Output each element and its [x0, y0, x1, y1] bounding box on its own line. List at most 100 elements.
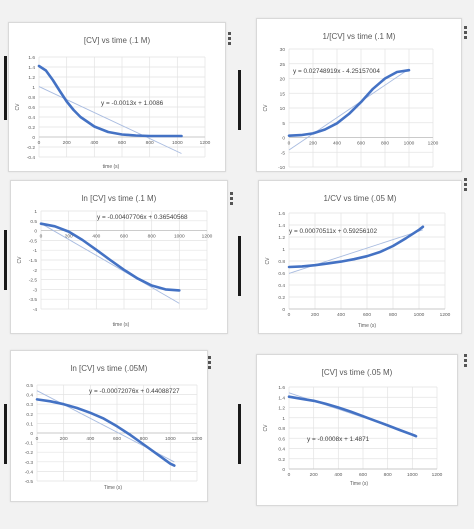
x-tick-label: 200 [60, 436, 68, 442]
trendline-equation: y = -0.0008x + 1.4871 [307, 436, 370, 443]
chart-panel-1[interactable]: [CV] vs time (.1 M) 1.6 1.4 1.2 1 0.8 0.6 0.4 0.… [8, 22, 226, 172]
trendline [288, 68, 410, 151]
y-tick-label: -5 [281, 150, 286, 156]
chart-svg-4: 1/CV vs time (.05 M) 1.6 1.4 1.2 1 0.8 0.6 0.4 0… [265, 194, 451, 329]
x-tick-label: 1200 [432, 472, 443, 478]
chart-title: ln [CV] vs time (.05M) [71, 364, 148, 373]
x-tick-label: 200 [310, 472, 318, 478]
x-tick-label: 600 [120, 234, 128, 240]
y-tick-label: 10 [280, 106, 286, 112]
chart-handle-dots[interactable] [230, 190, 238, 207]
y-tick-label: -1.5 [29, 258, 38, 264]
chart-panel-3[interactable]: ln [CV] vs time (.1 M) 1 0.5 0 -0.5 -1 -1.5 -2-… [10, 180, 228, 334]
y-axis-label: CV [17, 256, 23, 264]
chart-panel-2[interactable]: 1/[CV] vs time (.1 M) 30 25 20 15 10 5 0 -5 -10 0 2… [256, 18, 462, 172]
chart-handle-dots[interactable] [464, 176, 472, 193]
y-tick-label: 0.8 [278, 259, 285, 265]
x-tick-label: 1000 [174, 234, 185, 240]
y-tick-label: -0.4 [25, 469, 34, 475]
x-tick-label: 0 [38, 140, 41, 146]
y-tick-label: 1.6 [278, 385, 285, 391]
y-tick-label: -2 [33, 268, 38, 274]
x-tick-label: 600 [359, 472, 367, 478]
y-tick-label: 0.4 [278, 283, 285, 289]
x-tick-label: 0 [288, 141, 291, 147]
data-series-line [39, 222, 181, 292]
chart-handle-dots[interactable] [464, 352, 472, 369]
y-tick-label: 0 [282, 136, 285, 142]
chart-svg-5: ln [CV] vs time (.05M)0.50.40.30.20.10-0… [25, 364, 203, 491]
y-tick-label: 1.4 [278, 223, 285, 229]
chart-svg-3: ln [CV] vs time (.1 M)10.50-0.5-1-1.5-2-… [17, 194, 213, 328]
chart-title: [CV] vs time (.1 M) [84, 36, 151, 45]
x-tick-label: 600 [357, 141, 365, 147]
y-tick-label: -3 [33, 287, 38, 293]
y-tick-label: 0 [30, 431, 33, 437]
x-tick-label: 800 [384, 472, 392, 478]
trendline-equation: y = 0.02748919x - 4.25157004 [293, 68, 380, 75]
chart-handle-dots[interactable] [208, 354, 216, 371]
y-tick-label: 0.2 [26, 412, 33, 418]
y-tick-label: 0.6 [28, 105, 35, 111]
chart-handle-dots[interactable] [464, 24, 472, 41]
trendline [40, 223, 180, 304]
left-edge-bar [4, 230, 7, 290]
data-series-line [287, 68, 411, 137]
chart-panel-4[interactable]: 1/CV vs time (.05 M) 1.6 1.4 1.2 1 0.8 0.6 0.4 0… [258, 180, 462, 334]
data-series-line [287, 395, 418, 438]
x-axis-label: time (s) [103, 164, 120, 170]
x-tick-label: 600 [118, 140, 126, 146]
x-tick-label: 600 [363, 312, 371, 318]
y-tick-label: -0.2 [27, 145, 36, 151]
chart-handle-dots[interactable] [228, 30, 236, 47]
data-series-line [35, 398, 176, 467]
trendline [38, 86, 182, 154]
x-tick-label: 1000 [165, 436, 176, 442]
y-tick-label: -10 [278, 165, 285, 171]
y-tick-label: 0.2 [278, 457, 285, 463]
y-tick-label: -0.1 [25, 441, 34, 447]
x-tick-label: 1000 [414, 312, 425, 318]
y-tick-label: 0.8 [28, 95, 35, 101]
chart-panel-6[interactable]: [CV] vs time (.05 M) 1.6 1.4 1.2 1 0.8 0.6 0.4 0… [256, 354, 458, 506]
x-tick-label: 200 [63, 140, 71, 146]
y-tick-label: 25 [280, 62, 286, 68]
y-tick-label: 0.2 [278, 295, 285, 301]
chart-panel-5[interactable]: ln [CV] vs time (.05M) 0.5 0.4 0.3 0.2 0.1 0 -0… [10, 350, 208, 502]
y-tick-label: -1 [33, 248, 38, 254]
x-tick-label: 1200 [200, 140, 211, 146]
x-axis-label: time (s) [113, 322, 130, 328]
x-tick-label: 1200 [202, 234, 213, 240]
x-tick-label: 1200 [192, 436, 203, 442]
y-tick-label: 0.1 [26, 421, 33, 427]
y-tick-label: -0.4 [27, 155, 36, 161]
trendline-equation: y = -0.00072076x + 0.44088727 [89, 388, 180, 395]
y-tick-label: 5 [282, 121, 285, 127]
y-tick-label: 15 [280, 91, 286, 97]
x-axis-label: Time (s) [104, 485, 122, 491]
trendline-equation: y = -0.0013x + 1.0086 [101, 100, 164, 107]
data-series-line [287, 225, 425, 269]
chart-title: ln [CV] vs time (.1 M) [82, 194, 157, 203]
y-tick-label: 0.6 [278, 271, 285, 277]
x-tick-label: 0 [36, 436, 39, 442]
y-tick-label: 0.4 [278, 447, 285, 453]
x-tick-label: 800 [140, 436, 148, 442]
y-tick-label: 20 [280, 77, 286, 83]
y-tick-label: 0.8 [278, 426, 285, 432]
x-tick-label: 400 [92, 234, 100, 240]
x-tick-label: 400 [86, 436, 94, 442]
y-axis-label: CV [265, 257, 271, 265]
x-tick-label: 400 [333, 141, 341, 147]
x-tick-label: 800 [381, 141, 389, 147]
y-tick-label: 1.2 [278, 235, 285, 241]
x-axis-label: Time (s) [358, 323, 376, 329]
y-tick-label: -0.5 [29, 238, 38, 244]
x-tick-label: 200 [65, 234, 73, 240]
x-tick-label: 1000 [404, 141, 415, 147]
x-tick-label: 400 [337, 312, 345, 318]
y-tick-label: 1 [282, 247, 285, 253]
x-tick-label: 0 [288, 472, 291, 478]
y-tick-label: 1.2 [28, 75, 35, 81]
